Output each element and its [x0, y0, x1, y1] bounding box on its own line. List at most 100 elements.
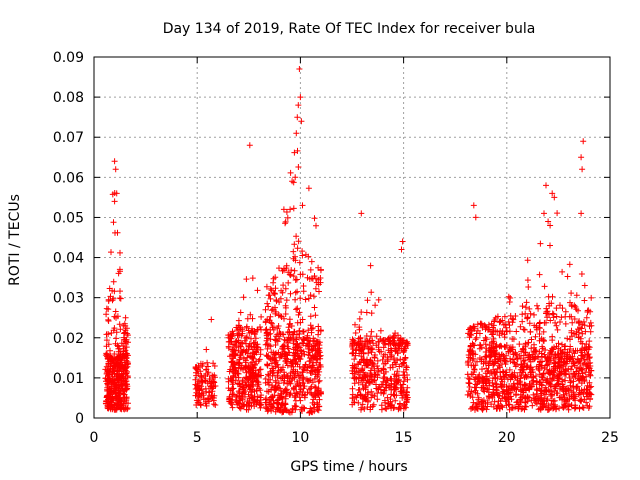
data-point [307, 405, 314, 412]
y-tick-label: 0.03 [53, 291, 84, 307]
data-point [288, 267, 295, 274]
data-point [243, 276, 250, 283]
data-point [272, 285, 279, 292]
data-point [495, 358, 501, 365]
data-point [526, 320, 533, 327]
data-point [489, 375, 496, 382]
data-point [477, 342, 484, 349]
data-point [305, 352, 312, 358]
data-point-outlier [293, 130, 300, 137]
data-point [464, 371, 471, 378]
data-point [517, 397, 524, 404]
data-point [230, 355, 237, 362]
data-point [279, 409, 285, 416]
data-point [352, 321, 358, 328]
data-point [280, 364, 286, 371]
data-point [503, 352, 510, 359]
data-point [536, 348, 543, 355]
data-point [530, 391, 537, 398]
data-point [247, 392, 254, 399]
data-point [210, 395, 217, 401]
data-point [568, 327, 575, 334]
data-point [235, 359, 242, 366]
data-point [306, 377, 313, 384]
data-point [285, 324, 292, 331]
chart-title: Day 134 of 2019, Rate Of TEC Index for r… [163, 21, 536, 37]
data-point [247, 374, 254, 380]
data-point [307, 266, 314, 273]
data-point [556, 359, 562, 366]
data-point [192, 364, 199, 370]
data-point [287, 390, 294, 397]
data-point [238, 403, 245, 410]
data-point [295, 382, 302, 389]
data-point [496, 343, 503, 350]
data-point [512, 313, 519, 319]
data-point [467, 393, 474, 399]
data-point [205, 389, 212, 396]
data-point [314, 346, 321, 353]
data-point [538, 353, 545, 360]
data-point [581, 297, 588, 304]
data-point [573, 384, 580, 391]
data-point [533, 381, 540, 388]
data-point [349, 350, 356, 357]
data-point [109, 366, 116, 373]
data-point [293, 389, 300, 396]
data-point [257, 366, 264, 373]
data-point [104, 370, 111, 377]
data-point [267, 319, 274, 326]
data-point [579, 330, 586, 337]
data-point [292, 392, 298, 399]
data-point [505, 390, 511, 397]
data-point [555, 375, 562, 382]
data-point [250, 370, 257, 377]
data-point [580, 404, 587, 411]
data-point [552, 319, 559, 326]
data-point [253, 399, 260, 406]
data-point [276, 335, 283, 342]
data-point [389, 364, 396, 371]
data-point [545, 402, 552, 409]
data-point [237, 365, 244, 372]
data-point [105, 396, 111, 403]
data-point [544, 314, 551, 321]
data-point [374, 357, 381, 364]
data-point [309, 379, 316, 386]
data-point [558, 314, 565, 321]
data-point [585, 369, 592, 376]
data-point [264, 300, 271, 307]
data-point [573, 292, 580, 299]
y-tick-label: 0.05 [53, 210, 84, 226]
data-point [300, 348, 307, 355]
data-point [401, 347, 408, 354]
data-point [209, 385, 216, 392]
data-point [274, 325, 281, 332]
data-point [524, 363, 531, 370]
data-point [506, 406, 513, 413]
data-point [112, 355, 119, 362]
data-point [483, 349, 490, 355]
data-point [371, 354, 378, 361]
data-point [374, 390, 381, 397]
data-point [257, 324, 263, 330]
data-point [567, 382, 574, 389]
data-point [114, 377, 121, 383]
data-point [520, 326, 527, 333]
data-point [570, 378, 577, 385]
data-point [374, 371, 381, 378]
data-point-outlier [547, 222, 554, 229]
data-point [242, 393, 248, 400]
data-point [364, 297, 371, 304]
data-point [566, 395, 573, 402]
data-point-outlier [289, 178, 296, 185]
data-point [398, 361, 405, 368]
data-point [518, 362, 524, 369]
data-point [118, 374, 125, 381]
data-point [268, 407, 275, 414]
data-point [114, 342, 121, 349]
data-point [269, 370, 276, 377]
data-point [269, 393, 275, 400]
data-point [125, 360, 131, 367]
data-point [568, 290, 575, 297]
